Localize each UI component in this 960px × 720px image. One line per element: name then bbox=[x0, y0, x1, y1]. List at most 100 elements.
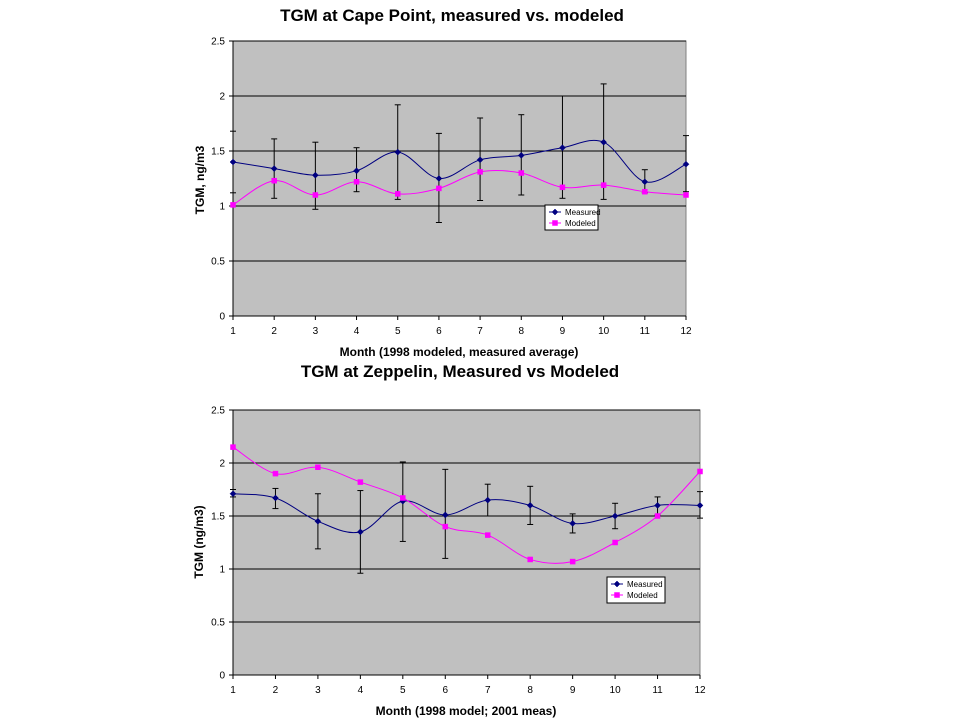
x-tick-label: 7 bbox=[477, 326, 483, 337]
data-point bbox=[559, 184, 566, 191]
plot-area bbox=[232, 409, 701, 676]
data-point bbox=[477, 169, 483, 175]
data-point bbox=[315, 464, 321, 470]
x-tick-label: 10 bbox=[598, 326, 610, 337]
legend-marker bbox=[552, 220, 558, 226]
x-tick-label: 3 bbox=[313, 326, 319, 337]
x-tick-label: 6 bbox=[436, 326, 442, 337]
data-point bbox=[272, 470, 279, 477]
legend-item: Measured bbox=[549, 208, 601, 217]
legend-marker bbox=[551, 208, 559, 216]
data-point bbox=[229, 490, 237, 498]
x-tick-label: 1 bbox=[230, 685, 236, 696]
x-tick-label: 2 bbox=[271, 326, 277, 337]
legend-label: Measured bbox=[627, 580, 663, 589]
data-point bbox=[527, 556, 533, 563]
legend-marker bbox=[614, 592, 620, 598]
data-point bbox=[697, 468, 703, 475]
y-tick-label: 2.5 bbox=[211, 406, 225, 417]
x-tick-label: 8 bbox=[518, 326, 524, 337]
x-tick-label: 6 bbox=[442, 685, 448, 696]
series-line bbox=[232, 139, 687, 183]
zeppelin-chart: TGM at Zeppelin, Measured vs Modeled Mon… bbox=[192, 362, 706, 718]
series-modeled bbox=[230, 169, 689, 208]
x-tick-label: 12 bbox=[694, 685, 706, 696]
data-point bbox=[484, 532, 491, 538]
data-point bbox=[442, 523, 449, 530]
data-point bbox=[600, 138, 607, 146]
x-tick-label: 11 bbox=[640, 326, 651, 337]
series-line bbox=[232, 493, 701, 534]
data-point bbox=[400, 495, 406, 501]
y-tick-label: 2.5 bbox=[211, 37, 225, 48]
data-point bbox=[271, 177, 277, 184]
data-point bbox=[518, 170, 525, 176]
data-point bbox=[682, 160, 690, 168]
legend-label: Measured bbox=[565, 208, 601, 217]
y-tick-label: 2 bbox=[219, 92, 225, 103]
x-tick-label: 10 bbox=[610, 685, 622, 696]
legend-item: Modeled bbox=[549, 219, 596, 228]
series-line bbox=[232, 169, 687, 206]
y-tick-label: 2 bbox=[219, 459, 225, 470]
x-axis-label: Month (1998 modeled, measured average) bbox=[340, 345, 579, 359]
data-point bbox=[394, 148, 402, 156]
series-modeled bbox=[230, 444, 703, 565]
data-point bbox=[612, 539, 618, 546]
data-point bbox=[436, 185, 442, 192]
x-tick-label: 5 bbox=[395, 326, 401, 337]
legend-label: Modeled bbox=[565, 219, 596, 228]
data-point bbox=[654, 513, 661, 519]
data-point bbox=[229, 158, 237, 166]
legend-item: Modeled bbox=[611, 591, 658, 600]
data-point bbox=[357, 528, 364, 536]
data-point bbox=[559, 144, 566, 152]
x-tick-label: 4 bbox=[354, 326, 360, 337]
data-point bbox=[441, 511, 449, 519]
data-point bbox=[641, 178, 649, 186]
data-point bbox=[600, 182, 607, 188]
x-tick-label: 7 bbox=[485, 685, 491, 696]
y-tick-label: 0.5 bbox=[211, 257, 225, 268]
data-point bbox=[312, 171, 319, 179]
x-tick-label: 5 bbox=[400, 685, 406, 696]
y-tick-label: 0.5 bbox=[211, 618, 225, 629]
x-tick-label: 2 bbox=[273, 685, 279, 696]
data-point bbox=[357, 479, 364, 485]
data-point bbox=[353, 179, 360, 185]
data-point bbox=[230, 444, 236, 450]
x-axis-label: Month (1998 model; 2001 meas) bbox=[376, 704, 557, 718]
x-tick-label: 4 bbox=[358, 685, 364, 696]
data-point bbox=[314, 517, 322, 525]
legend: Measured Modeled bbox=[544, 204, 601, 231]
series-measured bbox=[229, 461, 704, 574]
x-tick-label: 11 bbox=[652, 685, 663, 696]
data-point bbox=[270, 165, 278, 172]
data-point bbox=[312, 192, 319, 198]
x-tick-label: 9 bbox=[570, 685, 576, 696]
y-tick-label: 1 bbox=[219, 202, 225, 213]
cape-point-chart: TGM at Cape Point, measured vs. modeled … bbox=[193, 6, 692, 359]
y-tick-label: 0 bbox=[219, 312, 225, 323]
data-point bbox=[272, 494, 279, 502]
series-measured bbox=[229, 83, 690, 223]
data-point bbox=[476, 156, 484, 164]
legend-box bbox=[544, 204, 599, 231]
legend-marker bbox=[613, 580, 621, 588]
x-tick-label: 8 bbox=[527, 685, 533, 696]
x-tick-label: 9 bbox=[560, 326, 566, 337]
data-point bbox=[683, 192, 689, 198]
data-point bbox=[696, 502, 704, 509]
y-tick-label: 1.5 bbox=[211, 512, 225, 523]
data-point bbox=[517, 152, 525, 159]
legend-label: Modeled bbox=[627, 591, 658, 600]
series-line bbox=[232, 446, 701, 564]
y-axis-label: TGM, ng/m3 bbox=[193, 145, 207, 214]
data-point bbox=[569, 558, 576, 565]
data-point bbox=[654, 502, 661, 509]
x-tick-label: 1 bbox=[230, 326, 236, 337]
data-point bbox=[435, 175, 443, 182]
data-point bbox=[642, 188, 648, 195]
chart-title: TGM at Zeppelin, Measured vs Modeled bbox=[301, 362, 619, 381]
